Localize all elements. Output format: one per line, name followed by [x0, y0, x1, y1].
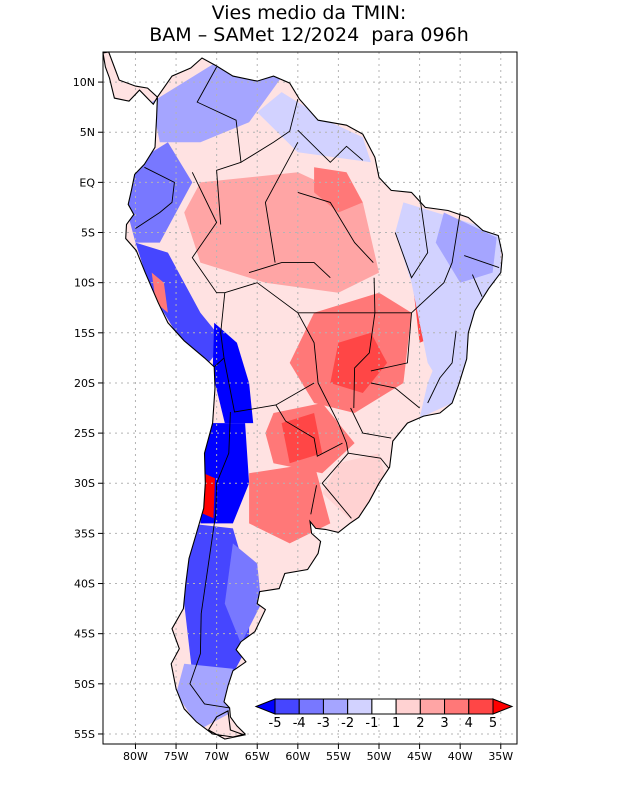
bias-region-patagonia-south-cool [176, 663, 233, 729]
lat-label: 5S [81, 227, 95, 240]
colorbar-box [274, 698, 300, 715]
bias-region-peru-andes-cold [135, 242, 225, 363]
colorbar-box [419, 698, 446, 715]
title-line-2: BAM – SAMet 12/2024 para 096h [149, 24, 469, 46]
lat-label: 10S [74, 277, 95, 290]
colorbar-label: 3 [440, 716, 448, 731]
border-line [353, 277, 376, 409]
land-bias-field [103, 52, 503, 739]
border-line [264, 142, 299, 263]
title-line-1: Vies medio da TMIN: [211, 2, 407, 24]
colorbar-box [371, 698, 397, 715]
lon-label: 40W [448, 750, 473, 763]
lon-label: 75W [164, 750, 189, 763]
border-line [411, 212, 461, 314]
border-line [213, 292, 226, 368]
lat-label: 10N [73, 76, 95, 89]
colorbar-box [347, 698, 373, 715]
border-line [297, 129, 364, 163]
lat-label: 55S [74, 728, 95, 741]
graticule [103, 52, 517, 744]
latitude-labels: 10N 5N EQ 5S 10S 15S 20S 25S 30S 35S 40S 45S 50S 55S [73, 76, 103, 741]
colorbar-label: 5 [489, 716, 497, 731]
lat-label: 30S [74, 477, 95, 490]
colorbar-box [322, 698, 349, 715]
colorbar-box [468, 698, 494, 715]
border-line [310, 485, 317, 515]
lat-label: EQ [79, 176, 95, 189]
lon-label: 45W [407, 750, 432, 763]
colorbar-box [395, 698, 421, 715]
lat-label: 5N [80, 126, 95, 139]
border-line [348, 452, 390, 469]
border-line [240, 98, 299, 163]
border-line [189, 411, 231, 709]
border-line [297, 191, 374, 263]
map-title: Vies medio da TMIN: BAM – SAMet 12/2024 … [0, 2, 618, 46]
bias-region-colombia-venezuela-cool [151, 62, 282, 143]
lat-label: 20S [74, 377, 95, 390]
bias-region-central-brazil-hot [330, 332, 388, 393]
colorbar-label: 1 [392, 716, 400, 731]
lon-label: 70W [204, 750, 229, 763]
lat-label: 15S [74, 327, 95, 340]
border-line [196, 66, 242, 225]
lon-label: 50W [367, 750, 392, 763]
border-line [394, 195, 429, 279]
border-line [370, 312, 412, 372]
border-line [135, 166, 175, 229]
bias-region-south-brazil-light [322, 453, 388, 524]
border-line [191, 172, 352, 519]
map-frame [102, 51, 518, 745]
lat-label: 40S [74, 578, 95, 591]
colorbar: -5 -4 -3 -2 -1 1 2 3 4 5 [254, 698, 514, 731]
border-line [471, 274, 483, 297]
border-line [464, 255, 500, 269]
colorbar-min-arrow [254, 698, 276, 715]
colorbar-label: -4 [293, 716, 306, 731]
border-line [370, 382, 420, 409]
bias-region-chaco-hot [281, 413, 323, 464]
colorbar-label: -5 [269, 716, 282, 731]
bias-region-patagonia-east-cool [224, 543, 262, 644]
lon-label: 55W [326, 750, 351, 763]
lat-label: 35S [74, 527, 95, 540]
border-line [223, 357, 315, 413]
colorbar-max-arrow [492, 698, 514, 715]
lon-label: 80W [123, 750, 148, 763]
colorbar-box [444, 698, 470, 715]
border-line [427, 330, 457, 404]
lat-label: 25S [74, 427, 95, 440]
country-borders [135, 66, 500, 709]
bias-region-guiana-cool [257, 92, 371, 163]
lon-label: 35W [488, 750, 513, 763]
lat-label: 45S [74, 628, 95, 641]
colorbar-label: 2 [416, 716, 424, 731]
border-line [248, 262, 331, 279]
colorbar-label: -1 [365, 716, 378, 731]
lon-label: 60W [285, 750, 310, 763]
longitude-labels: 80W 75W 70W 65W 60W 55W 50W 45W 40W 35W [123, 744, 513, 763]
colorbar-label: -3 [317, 716, 330, 731]
border-line [350, 407, 392, 439]
lon-label: 65W [245, 750, 270, 763]
border-line [275, 404, 343, 457]
colorbar-box [298, 698, 324, 715]
colorbar-label: 4 [465, 716, 473, 731]
colorbar-label: -2 [341, 716, 354, 731]
bias-region-peru-coast-warm [151, 272, 168, 313]
lat-label: 50S [74, 678, 95, 691]
